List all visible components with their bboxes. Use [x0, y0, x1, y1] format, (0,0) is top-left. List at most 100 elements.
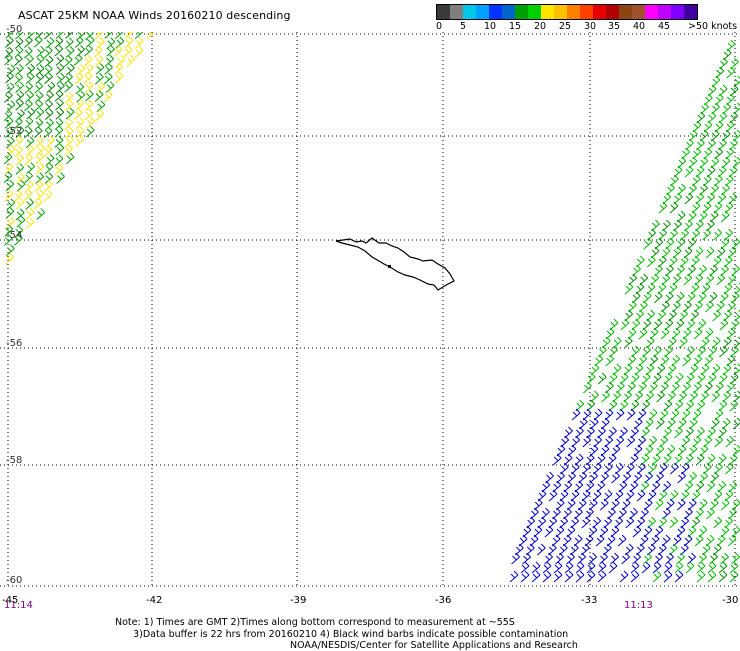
wind-barb — [14, 135, 24, 148]
wind-barb — [718, 561, 728, 574]
wind-barb — [620, 318, 630, 331]
wind-barb — [15, 126, 25, 138]
wind-barb — [25, 72, 35, 84]
wind-barb — [95, 109, 104, 122]
wind-barb — [84, 81, 94, 94]
wind-barb — [55, 54, 65, 66]
wind-barb — [25, 90, 35, 103]
wind-barb — [597, 570, 607, 583]
wind-barb — [652, 561, 662, 574]
scale-swatch — [528, 5, 541, 19]
wind-barb — [124, 32, 133, 39]
wind-barb — [84, 99, 94, 112]
wind-barb — [624, 282, 634, 295]
wind-barb — [33, 35, 43, 48]
wind-barb — [63, 55, 73, 68]
wind-barb — [75, 82, 85, 95]
wind-barb — [674, 570, 684, 583]
scale-swatch — [541, 5, 554, 19]
wind-barb — [45, 90, 54, 103]
scale-label: 15 — [509, 21, 522, 32]
wind-barb — [706, 507, 715, 520]
wind-barb — [725, 462, 734, 475]
wind-barb — [5, 179, 15, 192]
wind-barb — [718, 570, 728, 583]
wind-barb — [658, 201, 668, 214]
wind-barb — [34, 180, 44, 192]
wind-barb — [105, 54, 114, 67]
wind-barb — [83, 54, 93, 67]
wind-barb — [54, 44, 64, 57]
wind-barb — [654, 498, 664, 511]
wind-barb — [626, 408, 636, 421]
wind-barb — [85, 125, 95, 138]
wind-barb — [24, 171, 33, 184]
latitude-label: -56 — [6, 338, 23, 349]
wind-barb — [655, 417, 665, 430]
wind-barb — [601, 390, 610, 403]
wind-barb — [611, 471, 620, 484]
wind-barb — [669, 201, 679, 214]
wind-barb — [660, 327, 670, 340]
wind-barb — [548, 489, 558, 502]
wind-barb — [35, 162, 45, 174]
wind-barb — [76, 90, 86, 103]
wind-barb — [729, 561, 739, 574]
wind-barb — [615, 408, 625, 421]
wind-barb — [76, 126, 85, 139]
scale-swatch — [489, 5, 502, 19]
wind-barb — [705, 300, 714, 313]
wind-barb — [54, 125, 64, 138]
wind-barb — [43, 126, 53, 139]
wind-barb — [725, 435, 735, 448]
wind-barb — [24, 153, 34, 166]
wind-barb — [16, 172, 25, 185]
wind-barb — [15, 208, 25, 221]
wind-barb — [636, 489, 646, 502]
wind-barb — [15, 98, 24, 111]
wind-barb — [687, 552, 696, 565]
scale-swatch — [515, 5, 528, 19]
wind-barb — [93, 45, 103, 58]
wind-barb — [104, 32, 113, 39]
wind-barb — [56, 81, 65, 94]
wind-barb — [5, 32, 14, 39]
wind-barb — [663, 561, 673, 574]
wind-barb — [95, 72, 104, 85]
wind-barb — [64, 118, 74, 130]
wind-barb — [126, 55, 136, 67]
wind-barb — [16, 215, 26, 228]
wind-barb — [15, 90, 25, 103]
longitude-label: -39 — [290, 595, 307, 606]
wind-barb — [55, 98, 64, 111]
wind-barb — [511, 552, 520, 565]
south-georgia-island-outline — [335, 237, 455, 291]
wind-barb — [520, 561, 530, 574]
wind-barb — [5, 36, 14, 48]
wind-barb — [35, 54, 45, 67]
wind-barb — [64, 72, 73, 85]
wind-barb — [74, 36, 84, 48]
wind-barb — [588, 552, 597, 565]
wind-barb — [55, 32, 64, 39]
wind-barb — [74, 108, 83, 121]
wind-barb — [597, 561, 607, 574]
wind-barb — [74, 72, 84, 85]
left-wind-swath — [3, 32, 155, 265]
wind-barb — [619, 570, 629, 583]
wind-barb — [103, 90, 113, 103]
wind-barb — [34, 118, 44, 131]
wind-barb — [656, 390, 665, 403]
scale-label: 10 — [484, 21, 497, 32]
wind-barb — [76, 45, 85, 57]
wind-barb — [623, 336, 633, 349]
wind-barb — [95, 37, 105, 50]
scale-swatch — [476, 5, 489, 19]
wind-barb — [76, 64, 86, 76]
wind-barb — [4, 126, 14, 138]
wind-barb-map — [0, 32, 740, 588]
wind-barb — [720, 498, 730, 511]
wind-barb — [714, 435, 724, 448]
wind-speed-color-scale — [436, 4, 698, 20]
wind-barb — [26, 63, 36, 76]
